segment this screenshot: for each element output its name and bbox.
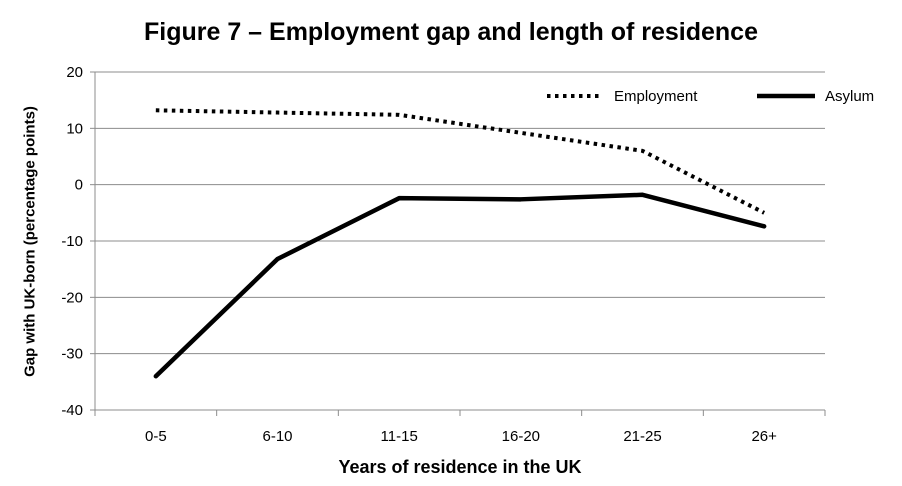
- x-tick-label-0-5: 0-5: [145, 428, 167, 445]
- chart-title: Figure 7 – Employment gap and length of …: [143, 18, 758, 46]
- y-tick-label: -30: [61, 346, 83, 363]
- y-tick-label: 10: [66, 120, 83, 137]
- series-lines: [153, 108, 767, 379]
- x-tick-labels: 0-5 6-10 11-15 16-20 21-25 26+: [145, 428, 777, 445]
- x-axis-title: Years of residence in the UK: [338, 457, 582, 477]
- x-tick-label-16-20: 16-20: [502, 428, 540, 445]
- series-line-asylum: [153, 192, 767, 379]
- legend-label-employment: Employment: [614, 88, 698, 105]
- y-tick-label: 0: [75, 177, 83, 194]
- series-line-employment: [155, 108, 766, 215]
- legend: Employment Asylum: [547, 88, 874, 105]
- x-tick-label-6-10: 6-10: [262, 428, 292, 445]
- y-tick-labels: 20 10 0 -10 -20 -30 -40: [61, 64, 83, 419]
- y-tick-label: -20: [61, 289, 83, 306]
- axes: [90, 71, 826, 416]
- y-tick-label: -40: [61, 402, 83, 419]
- y-tick-label: -10: [61, 233, 83, 250]
- legend-label-asylum: Asylum: [825, 88, 874, 105]
- y-tick-label: 20: [66, 64, 83, 81]
- x-tick-label-26: 26+: [751, 428, 777, 445]
- x-tick-label-11-15: 11-15: [381, 428, 418, 445]
- x-tick-label-21-25: 21-25: [623, 428, 661, 445]
